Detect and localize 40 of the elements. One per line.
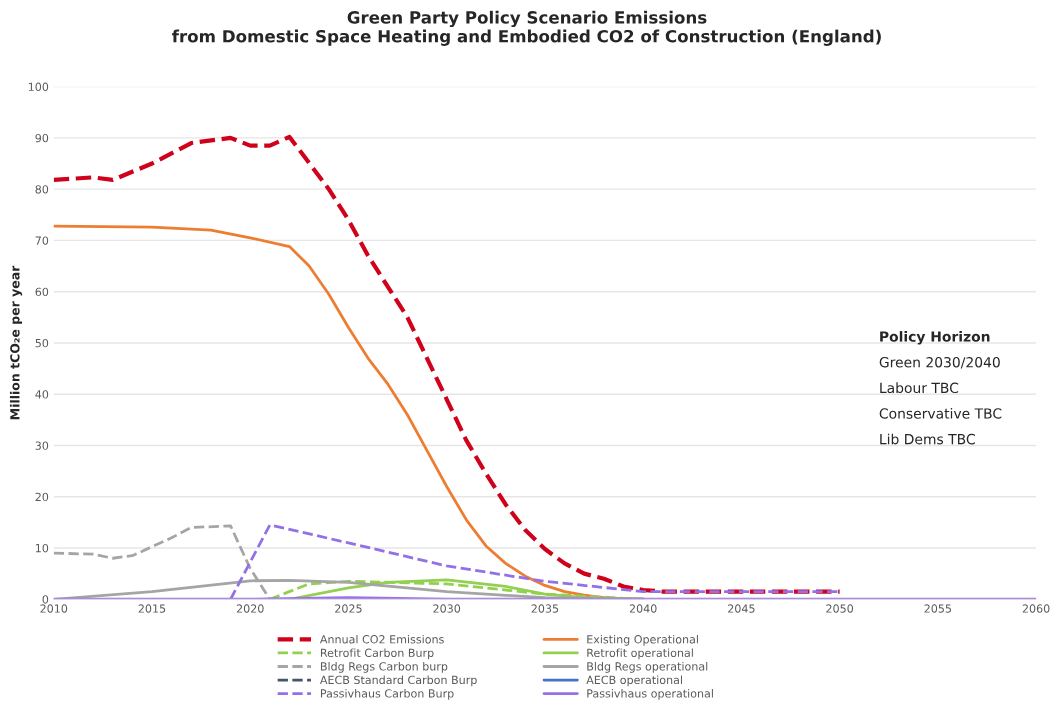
legend-label: AECB Standard Carbon Burp xyxy=(319,675,477,687)
annotation: Green 2030/2040 xyxy=(879,356,1000,369)
chart-title: Green Party Policy Scenario Emissions from Domestic Space Heating and Embodied CO2 of Construction (England) xyxy=(172,10,881,46)
legend-label: Existing Operational xyxy=(587,634,698,646)
y-tick-label: 20 xyxy=(35,492,49,502)
x-tick-label: 2060 xyxy=(1022,604,1050,613)
x-tick-label: 2010 xyxy=(40,604,68,613)
x-tick-label: 2035 xyxy=(531,604,559,613)
y-tick-label: 70 xyxy=(35,236,49,245)
legend-label: Retrofit operational xyxy=(587,648,693,660)
legend-label: AECB operational xyxy=(586,675,682,687)
annotation: Conservative TBC xyxy=(879,408,1002,419)
y-tick-label: 60 xyxy=(35,287,49,297)
legend-label: Retrofit Carbon Burp xyxy=(320,648,434,660)
y-tick-label: 80 xyxy=(35,185,49,194)
annotation: Lib Dems TBC xyxy=(880,433,975,445)
y-tick-label: 100 xyxy=(28,82,49,92)
annotation: Labour TBC xyxy=(880,382,959,394)
y-tick-label: 50 xyxy=(35,338,49,348)
x-tick-label: 2050 xyxy=(826,604,854,613)
legend-label: Passivhaus Carbon Burp xyxy=(320,689,454,700)
x-tick-label: 2015 xyxy=(138,604,166,613)
y-axis-title: Million tCO₂e per year xyxy=(9,265,23,420)
legend-label: Annual CO2 Emissions xyxy=(319,634,444,644)
x-tick-label: 2030 xyxy=(433,604,461,613)
y-tick-label: 40 xyxy=(35,390,49,399)
legend-label: Bldg Regs Carbon burp xyxy=(320,661,448,673)
x-tick-label: 2055 xyxy=(924,604,952,613)
x-tick-label: 2040 xyxy=(629,604,657,613)
x-tick-label: 2045 xyxy=(728,604,755,613)
legend-label: Passivhaus operational xyxy=(587,689,713,700)
y-tick-label: 90 xyxy=(35,133,49,143)
legend-label: Bldg Regs operational xyxy=(587,661,708,673)
y-tick-label: 0 xyxy=(42,595,49,604)
x-tick-label: 2020 xyxy=(236,604,264,613)
y-tick-label: 10 xyxy=(35,543,49,553)
annotation: Policy Horizon xyxy=(880,331,990,345)
y-tick-label: 30 xyxy=(35,441,49,450)
x-tick-label: 2025 xyxy=(335,604,362,613)
line-series xyxy=(53,134,842,594)
